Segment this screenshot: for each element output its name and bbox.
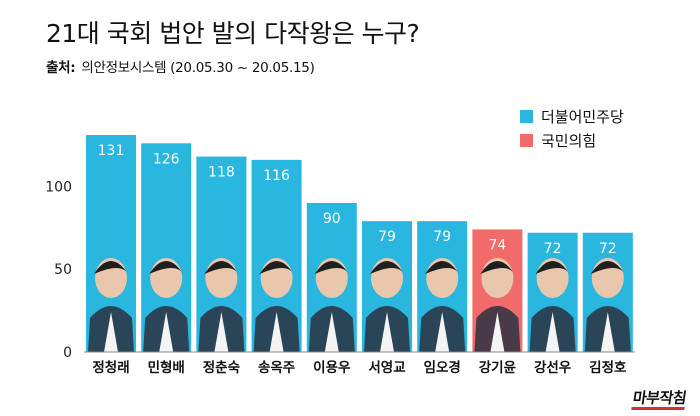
- portrait-shirt-icon: [600, 312, 615, 352]
- category-label: 정청래: [92, 359, 129, 376]
- legend: 더불어민주당 국민의힘: [520, 104, 624, 152]
- portrait-hair-icon: [314, 261, 349, 274]
- chart-title: 21대 국회 법안 발의 다작왕은 누구?: [46, 19, 420, 48]
- portrait-shirt-icon: [490, 312, 505, 352]
- portrait-hair-icon: [94, 261, 128, 274]
- bar-value-label: 116: [263, 168, 290, 184]
- bar-value-label: 74: [488, 237, 506, 253]
- portrait-hair-icon: [425, 261, 460, 274]
- bar-value-label: 126: [153, 151, 180, 167]
- portrait-shirt-icon: [435, 312, 450, 352]
- category-label: 이용우: [313, 359, 351, 376]
- category-label: 민형배: [148, 359, 185, 376]
- portrait-hair-icon: [535, 261, 570, 274]
- source-text: 의안정보시스템 (20.05.30 ~ 20.05.15): [81, 60, 315, 76]
- portrait-shirt-icon: [324, 312, 339, 352]
- publisher-logo: 마부작침: [631, 387, 688, 410]
- bar-value-label: 79: [378, 229, 396, 245]
- portrait-hair-icon: [259, 261, 294, 274]
- source-line: 출처: 의안정보시스템 (20.05.30 ~ 20.05.15): [46, 56, 315, 76]
- bar-value-label: 72: [544, 241, 562, 257]
- y-tick-label: 0: [63, 345, 72, 361]
- portrait-shirt-icon: [104, 312, 118, 352]
- bar-value-label: 118: [208, 165, 235, 181]
- y-tick-label: 50: [54, 262, 72, 278]
- category-label: 서영교: [368, 359, 405, 376]
- category-label: 김정호: [589, 359, 627, 376]
- publisher-logo-text: 마부작침: [631, 389, 688, 410]
- bar-value-label: 72: [599, 241, 617, 257]
- portrait-hair-icon: [590, 261, 625, 274]
- legend-swatch-ppp: [520, 133, 533, 147]
- legend-label-ppp: 국민의힘: [541, 131, 597, 150]
- legend-item-democratic: 더불어민주당: [520, 104, 624, 128]
- y-tick-label: 100: [45, 179, 72, 195]
- portrait-shirt-icon: [159, 312, 174, 352]
- category-label: 송옥주: [258, 360, 295, 376]
- portrait-hair-icon: [149, 261, 184, 274]
- portrait-shirt-icon: [545, 312, 560, 352]
- legend-item-ppp: 국민의힘: [520, 128, 624, 152]
- portrait-hair-icon: [370, 261, 404, 274]
- category-label: 정춘숙: [203, 359, 240, 376]
- bar-value-label: 131: [98, 143, 125, 159]
- bar-value-label: 90: [323, 211, 341, 227]
- bar-value-label: 79: [433, 229, 451, 245]
- portrait-hair-icon: [480, 261, 515, 274]
- category-label: 강기윤: [479, 359, 516, 376]
- category-label: 임오경: [424, 359, 461, 376]
- portrait-shirt-icon: [214, 312, 229, 352]
- legend-label-democratic: 더불어민주당: [541, 107, 624, 126]
- portrait-hair-icon: [204, 261, 239, 274]
- portrait-shirt-icon: [380, 312, 394, 352]
- category-label: 강선우: [534, 359, 572, 376]
- portrait-shirt-icon: [269, 312, 284, 352]
- source-prefix: 출처:: [46, 60, 76, 76]
- legend-swatch-democratic: [520, 109, 533, 123]
